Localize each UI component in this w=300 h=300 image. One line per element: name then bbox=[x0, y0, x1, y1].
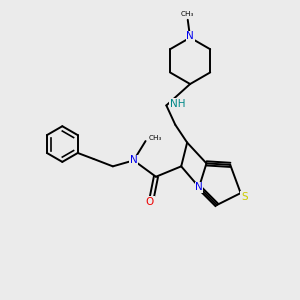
Text: CH₃: CH₃ bbox=[181, 11, 194, 17]
Text: S: S bbox=[241, 192, 247, 202]
Text: N: N bbox=[186, 31, 194, 41]
Text: CH₃: CH₃ bbox=[148, 135, 162, 141]
Text: O: O bbox=[146, 197, 154, 207]
Text: NH: NH bbox=[170, 99, 185, 109]
Text: N: N bbox=[195, 182, 203, 192]
Text: N: N bbox=[130, 155, 137, 165]
